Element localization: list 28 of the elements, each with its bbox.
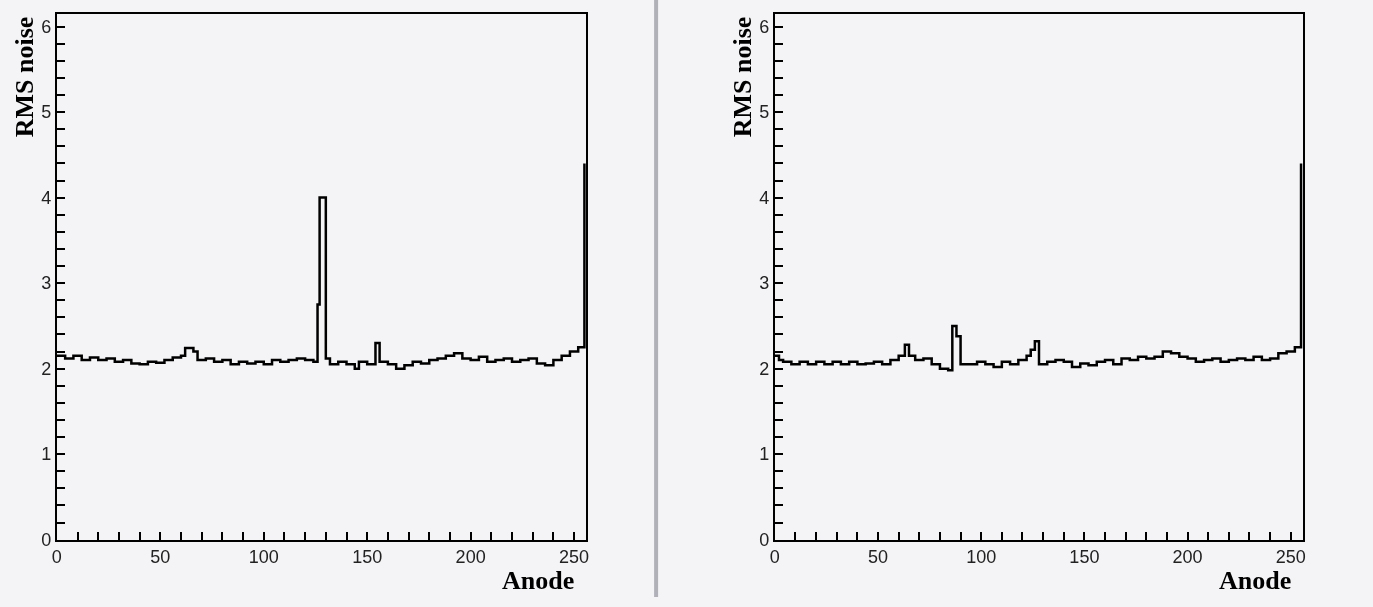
y-tick-label: 0 xyxy=(759,529,770,550)
x-tick-label: 50 xyxy=(150,547,171,568)
y-tick-label: 0 xyxy=(41,529,52,550)
x-tick-label: 150 xyxy=(1069,547,1100,568)
y-tick-label: 3 xyxy=(759,273,770,294)
y-tick-label: 1 xyxy=(41,444,52,465)
y-tick-label: 1 xyxy=(759,444,770,465)
y-tick-label: 5 xyxy=(759,102,770,123)
y-tick-label: 6 xyxy=(759,16,770,37)
y-tick-label: 2 xyxy=(41,358,52,379)
y-tick-label: 3 xyxy=(41,273,52,294)
y-tick-label: 2 xyxy=(759,358,770,379)
x-axis-title: Anode xyxy=(502,566,575,595)
x-tick-label: 200 xyxy=(455,547,486,568)
x-tick-label: 150 xyxy=(352,547,383,568)
y-tick-label: 6 xyxy=(41,16,52,37)
y-tick-label: 4 xyxy=(759,187,770,208)
x-tick-label: 100 xyxy=(966,547,997,568)
x-tick-label: 200 xyxy=(1172,547,1203,568)
x-tick-label: 250 xyxy=(1275,547,1306,568)
y-axis-title: RMS noise xyxy=(727,16,757,138)
x-axis-title: Anode xyxy=(1219,566,1292,595)
y-tick-label: 4 xyxy=(41,187,52,208)
x-tick-label: 250 xyxy=(559,547,590,568)
x-tick-label: 50 xyxy=(868,547,889,568)
x-tick-label: 100 xyxy=(248,547,279,568)
y-tick-label: 5 xyxy=(41,102,52,123)
y-axis-title: RMS noise xyxy=(9,16,39,138)
